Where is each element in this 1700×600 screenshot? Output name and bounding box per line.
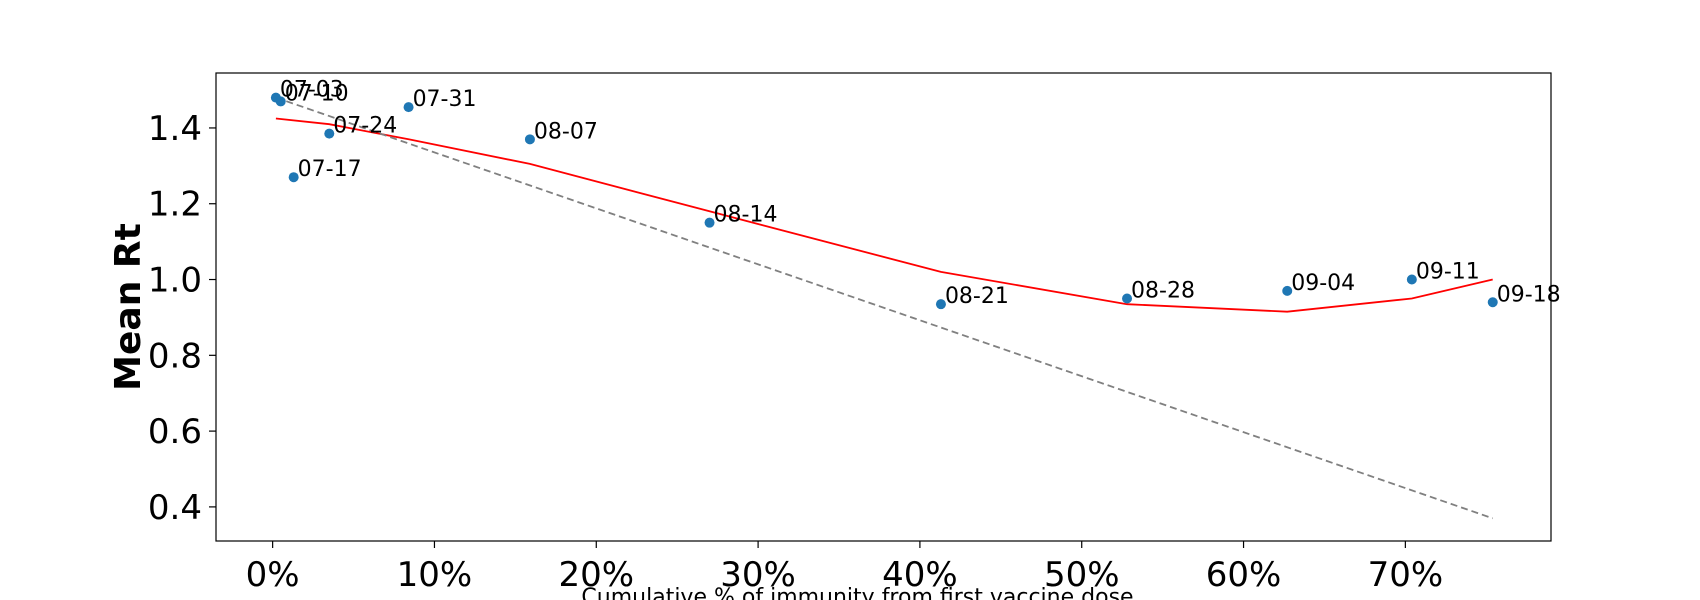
data-point (275, 96, 286, 107)
series-lines (275, 96, 1493, 520)
x-tick-label: 10% (397, 555, 473, 595)
x-tick-label: 20% (558, 555, 634, 595)
x-tick-label: 50% (1044, 555, 1120, 595)
data-point (1487, 297, 1498, 308)
data-point (1406, 274, 1417, 285)
y-axis-title: Mean Rt (108, 223, 149, 391)
data-point (524, 134, 535, 145)
y-tick-label: 1.4 (148, 109, 202, 149)
data-point-label: 09-18 (1497, 282, 1561, 307)
plot-area (215, 72, 1552, 542)
x-tick-label: 60% (1206, 555, 1282, 595)
data-point-label: 07-17 (298, 157, 362, 182)
data-point-label: 08-28 (1131, 278, 1195, 303)
data-point-label: 08-07 (534, 119, 598, 144)
data-point-label: 08-14 (714, 203, 778, 228)
smoothed-fit-line (275, 117, 1493, 313)
y-tick-label: 0.8 (148, 336, 202, 376)
data-point (1122, 293, 1133, 304)
x-tick-label: 0% (246, 555, 300, 595)
data-point-label: 07-31 (413, 87, 477, 112)
data-point (324, 128, 335, 139)
data-point-label: 09-04 (1291, 271, 1355, 296)
data-point (288, 172, 299, 183)
data-point-label: 07-10 (285, 81, 349, 106)
y-tick-label: 0.4 (148, 488, 202, 528)
linear-reference-line (275, 96, 1493, 520)
y-axis-ticks: 0.4 0.6 0.8 1.0 1.2 1.4 (148, 109, 216, 528)
data-point (704, 217, 715, 228)
x-axis-title: Cumulative % of immunity from first vacc… (581, 585, 1133, 600)
data-points (270, 92, 1498, 310)
y-tick-label: 0.6 (148, 412, 202, 452)
data-point (1282, 285, 1293, 296)
x-tick-label: 30% (720, 555, 796, 595)
x-tick-label: 40% (882, 555, 958, 595)
x-axis-ticks: 0% 10% 20% 30% 40% 50% 60% 70% (246, 541, 1443, 595)
y-tick-label: 1.2 (148, 185, 202, 225)
data-point-label: 07-24 (333, 114, 397, 139)
data-point (403, 102, 414, 113)
data-point-label: 09-11 (1416, 260, 1480, 285)
data-point (935, 299, 946, 310)
data-point-label: 08-21 (945, 284, 1009, 309)
data-point-label: 07-03 (280, 78, 344, 103)
x-tick-label: 70% (1368, 555, 1444, 595)
y-tick-label: 1.0 (148, 261, 202, 301)
